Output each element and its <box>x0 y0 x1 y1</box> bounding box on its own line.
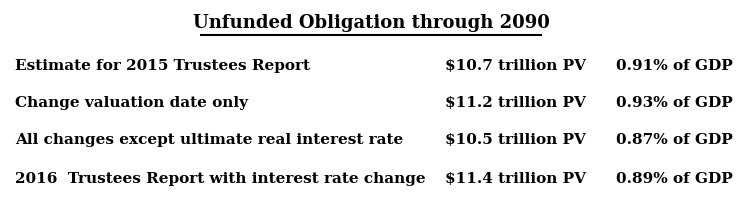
Text: $10.7 trillion PV: $10.7 trillion PV <box>445 59 586 73</box>
Text: 0.91% of GDP: 0.91% of GDP <box>616 59 732 73</box>
Text: Change valuation date only: Change valuation date only <box>15 96 248 110</box>
Text: 2016  Trustees Report with interest rate change: 2016 Trustees Report with interest rate … <box>15 172 425 186</box>
Text: 0.87% of GDP: 0.87% of GDP <box>616 133 732 147</box>
Text: $10.5 trillion PV: $10.5 trillion PV <box>445 133 586 147</box>
Text: $11.2 trillion PV: $11.2 trillion PV <box>445 96 586 110</box>
Text: 0.93% of GDP: 0.93% of GDP <box>616 96 732 110</box>
Text: 0.89% of GDP: 0.89% of GDP <box>616 172 732 186</box>
Text: $11.4 trillion PV: $11.4 trillion PV <box>445 172 586 186</box>
Text: Estimate for 2015 Trustees Report: Estimate for 2015 Trustees Report <box>15 59 310 73</box>
Text: All changes except ultimate real interest rate: All changes except ultimate real interes… <box>15 133 403 147</box>
Text: Unfunded Obligation through 2090: Unfunded Obligation through 2090 <box>193 14 549 32</box>
